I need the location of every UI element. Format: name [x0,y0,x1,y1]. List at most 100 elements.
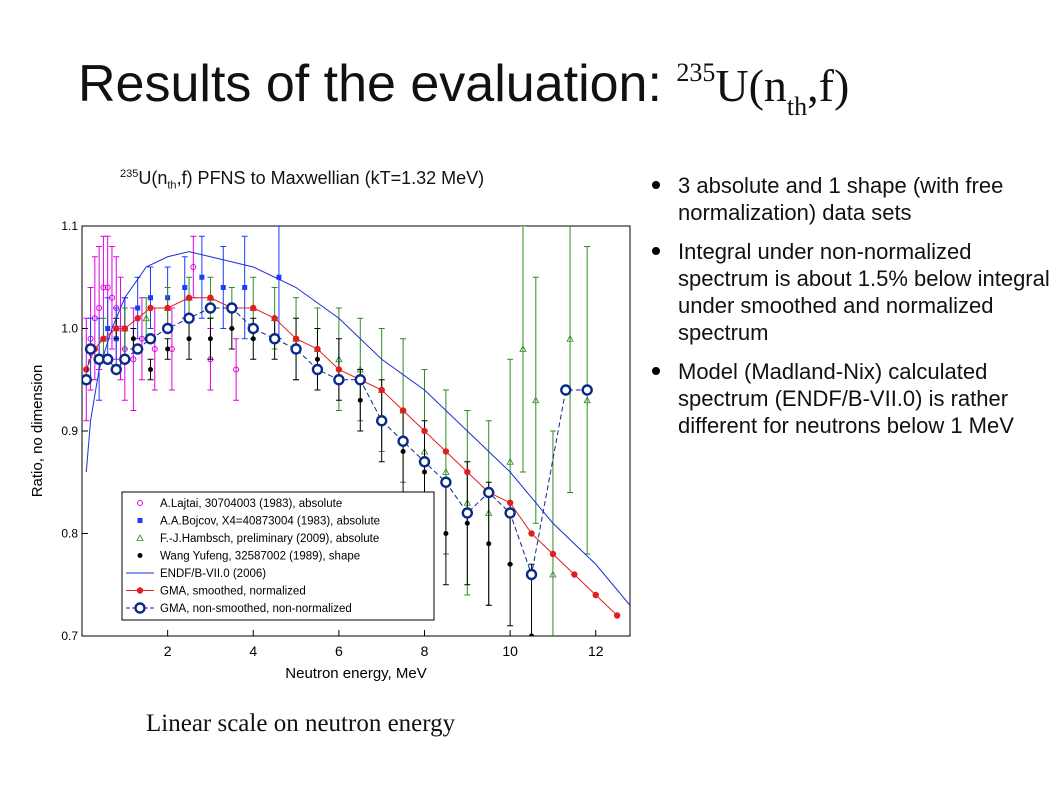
legend-label: Wang Yufeng, 32587002 (1989), shape [160,551,360,563]
data-point [483,486,495,499]
legend-label: A.Lajtai, 30704003 (1983), absolute [160,498,342,510]
data-point [148,295,153,301]
data-point [335,366,343,373]
data-point [119,353,131,365]
ratio-chart: 2 4 6 8 10 12 0.7 0.8 0.9 1.0 1.1 Neutron energy, M… [29,219,631,682]
gma-nonsmoothed-line [85,307,588,577]
x-tick-label: 12 [588,643,604,659]
data-point [250,336,256,342]
data-point [506,499,514,506]
data-point [549,550,557,558]
data-point [442,448,450,455]
data-point [182,285,188,290]
data-point [528,530,535,537]
title-formula: 235U(nth,f) [676,60,849,120]
data-point [399,407,407,414]
data-point [464,520,470,526]
data-point [130,336,136,342]
y-axis-label: Ratio, no dimension [29,365,46,498]
data-point [519,345,527,352]
chart-caption: Linear scale on neutron energy [146,710,456,737]
x-tick-label: 6 [335,643,343,659]
data-point [461,507,474,519]
title-element: U(n [715,60,787,111]
chart-title-post: ,f) PFNS to Maxwellian (kT=1.32 MeV) [176,168,485,188]
endf-line [85,251,630,606]
data-point [571,571,578,578]
data-point [529,633,535,636]
data-point [151,346,158,352]
data-point [292,335,300,342]
data-point [233,366,240,373]
data-point [147,304,154,312]
chart-title-sub: th [167,179,177,192]
data-point [566,334,574,342]
data-point [250,304,257,312]
data-point [333,374,345,386]
data-point [532,396,540,404]
data-point [422,469,427,475]
y-tick-label: 1.1 [61,219,78,233]
data-point [354,374,366,386]
data-point [440,476,452,488]
data-point [186,336,192,342]
data-point [464,468,471,476]
title-subscript: th [786,92,808,121]
data-point [549,570,557,578]
chart-legend: A.Lajtai, 30704003 (1983), absolute A.A.B… [121,491,435,621]
data-point [242,285,248,290]
data-point [268,333,281,345]
bullet-item: 3 absolute and 1 shape (with free normal… [650,172,1050,226]
x-tick-label: 10 [502,643,518,659]
data-point [134,315,141,322]
data-point [100,335,107,342]
data-point [311,363,324,376]
data-point [101,353,114,365]
data-point [82,374,92,386]
legend-marker [137,553,143,558]
data-point [581,384,593,396]
data-point [507,561,513,567]
data-point [190,264,197,270]
data-point [131,343,144,355]
data-point [375,415,388,427]
data-point [199,274,205,280]
data-point [486,541,492,547]
data-point [247,322,259,335]
chart-title: 235U(nth,f) PFNS to Maxwellian (kT=1.32 … [120,168,484,192]
data-point [290,343,302,355]
data-point [144,333,157,345]
slide-title-text: Results of the evaluation: [78,55,677,113]
x-tick-label: 8 [421,643,429,659]
bullet-item: Model (Madland-Nix) calculated spectrum … [650,358,1050,439]
data-point [204,302,217,314]
data-point [226,302,238,314]
x-tick-label: 2 [164,643,172,659]
y-tick-label: 0.9 [61,424,78,438]
data-point [207,294,214,301]
legend-marker [136,587,144,594]
x-tick-label: 4 [249,643,257,659]
x-axis-label: Neutron energy, MeV [285,665,426,682]
data-point [276,274,282,280]
data-point [583,396,591,404]
bullet-list: 3 absolute and 1 shape (with free normal… [650,172,1050,451]
data-point [506,457,514,465]
data-point [220,285,226,290]
data-point [525,568,538,581]
slide-title: Results of the evaluation: 235U(nth,f) [78,55,849,120]
y-tick-label: 0.7 [61,629,78,643]
data-point [142,314,150,322]
data-point [185,294,193,301]
data-point [418,456,431,468]
data-point [96,305,103,311]
bullet-dot-icon [652,367,660,375]
legend-marker [137,518,143,523]
bullet-dot-icon [652,247,660,255]
y-tick-label: 0.8 [61,527,78,541]
data-point [183,312,195,324]
bullet-text: Integral under non-normalized spectrum i… [678,239,1050,345]
data-point [421,427,428,435]
legend-label: A.A.Bojcov, X4=40873004 (1983), absolute [160,516,380,528]
data-point [397,435,409,447]
